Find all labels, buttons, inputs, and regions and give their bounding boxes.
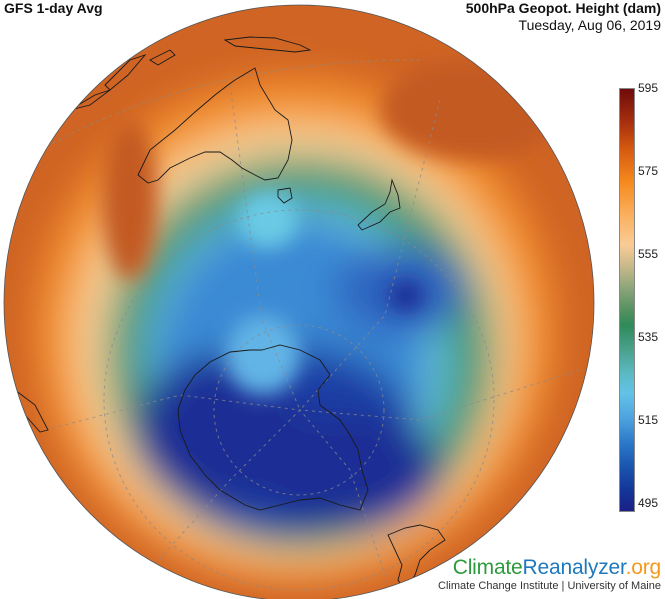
colorbar [619,88,635,512]
colorbar-tick-555: 555 [638,247,659,261]
colorbar-tick-595: 595 [638,81,659,95]
model-label: GFS 1-day Avg [4,0,103,16]
brand-part-reanalyzer: Reanalyzer [522,556,626,579]
variable-label: 500hPa Geopot. Height (dam) [465,0,661,16]
colorbar-tick-515: 515 [638,413,659,427]
title-block: 500hPa Geopot. Height (dam) Tuesday, Aug… [466,0,661,34]
brand-part-climate: Climate [452,556,523,579]
colorbar-tick-535: 535 [638,330,659,344]
colorbar-tick-495: 495 [638,496,659,510]
brand-logo[interactable]: ClimateReanalyzer.org [453,556,661,580]
institute-credit: Climate Change Institute | University of… [438,580,661,592]
colorbar-tick-575: 575 [638,164,659,178]
date-label: Tuesday, Aug 06, 2019 [518,17,661,33]
brand-part-org: .org [625,556,662,579]
